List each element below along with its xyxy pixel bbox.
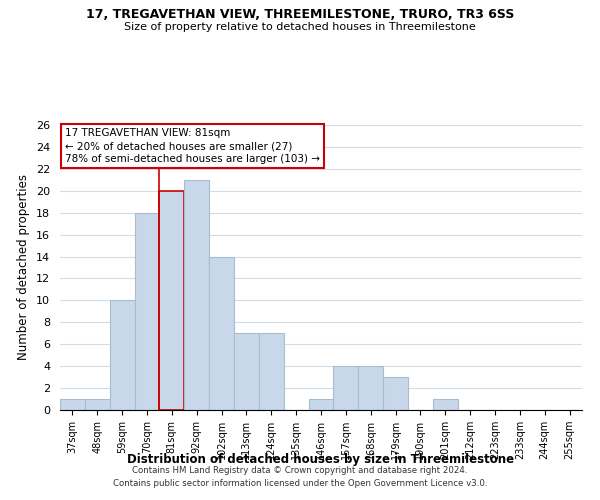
Text: 17, TREGAVETHAN VIEW, THREEMILESTONE, TRURO, TR3 6SS: 17, TREGAVETHAN VIEW, THREEMILESTONE, TR… bbox=[86, 8, 514, 20]
Bar bbox=[358, 366, 383, 410]
Bar bbox=[433, 399, 458, 410]
Bar bbox=[209, 256, 234, 410]
Bar bbox=[334, 366, 358, 410]
Y-axis label: Number of detached properties: Number of detached properties bbox=[17, 174, 31, 360]
Bar bbox=[259, 334, 284, 410]
Bar bbox=[383, 377, 408, 410]
Bar bbox=[308, 399, 334, 410]
Bar bbox=[110, 300, 134, 410]
Bar bbox=[134, 212, 160, 410]
Bar bbox=[184, 180, 209, 410]
Bar bbox=[234, 334, 259, 410]
Bar bbox=[85, 399, 110, 410]
Text: Distribution of detached houses by size in Threemilestone: Distribution of detached houses by size … bbox=[127, 452, 515, 466]
Text: Contains HM Land Registry data © Crown copyright and database right 2024.
Contai: Contains HM Land Registry data © Crown c… bbox=[113, 466, 487, 487]
Bar bbox=[160, 191, 184, 410]
Text: Size of property relative to detached houses in Threemilestone: Size of property relative to detached ho… bbox=[124, 22, 476, 32]
Text: 17 TREGAVETHAN VIEW: 81sqm
← 20% of detached houses are smaller (27)
78% of semi: 17 TREGAVETHAN VIEW: 81sqm ← 20% of deta… bbox=[65, 128, 320, 164]
Bar bbox=[60, 399, 85, 410]
